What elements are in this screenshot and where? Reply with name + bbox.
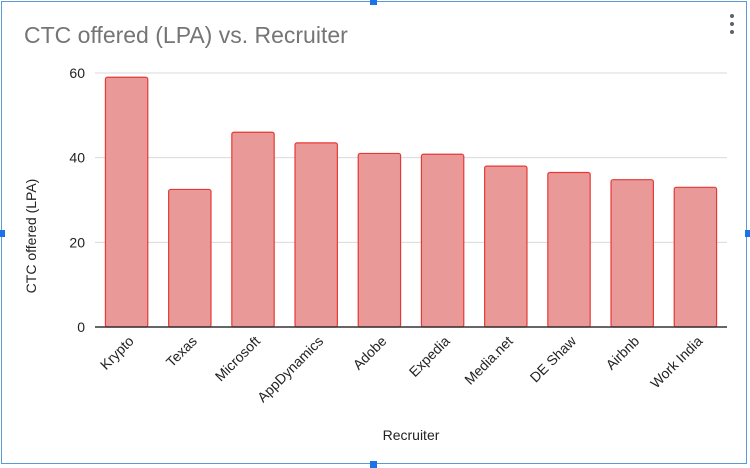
- bar: [104, 76, 149, 328]
- y-axis-title: CTC offered (LPA): [23, 179, 39, 294]
- bar: [231, 131, 275, 328]
- y-tick-label: 0: [77, 319, 85, 335]
- resize-handle-bottom[interactable]: [370, 461, 377, 468]
- bar: [547, 171, 591, 328]
- bar: [673, 186, 718, 328]
- resize-handle-top[interactable]: [370, 0, 377, 5]
- bar: [168, 188, 212, 328]
- x-axis-title: Recruiter: [383, 427, 440, 443]
- x-tick-label: AppDynamics: [254, 333, 326, 405]
- x-tick-label: Adobe: [350, 333, 390, 373]
- bar: [357, 152, 402, 328]
- x-tick-label: Airbnb: [602, 333, 642, 373]
- x-tick-label: Microsoft: [212, 333, 264, 385]
- x-tick-label: Media.net: [461, 333, 516, 388]
- x-tick-label: DE Shaw: [527, 332, 580, 385]
- bar: [420, 153, 465, 328]
- x-tick-label: Work India: [647, 333, 706, 392]
- y-tick-label: 40: [69, 150, 85, 166]
- chart-title: CTC offered (LPA) vs. Recruiter: [24, 22, 348, 48]
- y-tick-label: 60: [69, 65, 85, 81]
- more-vert-icon[interactable]: [726, 12, 738, 36]
- x-tick-label: Texas: [163, 333, 200, 370]
- bar: [294, 142, 338, 328]
- x-tick-label: Krypto: [97, 333, 137, 373]
- bar: [610, 179, 654, 328]
- resize-handle-left[interactable]: [0, 230, 5, 237]
- bar: [484, 165, 528, 328]
- x-tick-label: Expedia: [406, 333, 453, 380]
- resize-handle-right[interactable]: [745, 230, 750, 237]
- y-tick-label: 20: [69, 234, 85, 250]
